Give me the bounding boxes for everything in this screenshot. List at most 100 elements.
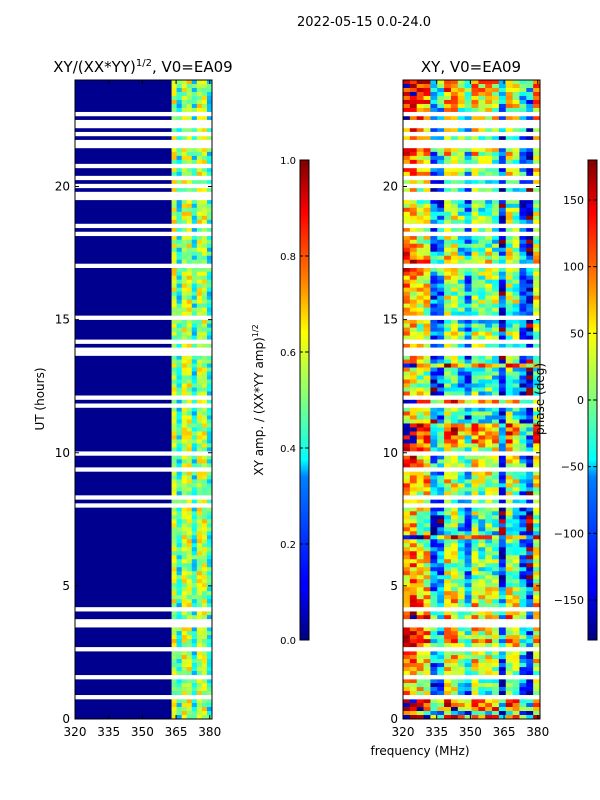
- left-heatmap-cell: [186, 399, 193, 404]
- right-heatmap-cell: [444, 583, 452, 588]
- amplitude-colorbar-ticks: 0.00.20.40.60.81.0: [280, 156, 309, 647]
- left-heatmap-cell: [191, 259, 198, 265]
- right-flagged-row: [403, 143, 540, 149]
- right-heatmap-cell: [492, 87, 500, 93]
- right-heatmap-cell: [403, 531, 411, 536]
- right-heatmap-cell: [416, 551, 424, 556]
- right-heatmap-cell: [505, 423, 513, 428]
- right-heatmap-cell: [416, 211, 424, 217]
- right-heatmap-cell: [505, 679, 513, 684]
- right-heatmap-cell: [492, 355, 500, 360]
- left-heatmap-cell: [171, 343, 177, 348]
- left-heatmap-cell: [181, 527, 188, 532]
- amplitude-colorbar-tick-label: 0.6: [280, 348, 296, 359]
- right-heatmap-cell: [464, 383, 472, 388]
- left-heatmap-cell: [201, 603, 208, 608]
- left-flagged-row: [75, 131, 212, 137]
- left-heatmap-cell: [196, 399, 203, 404]
- left-heatmap-cell: [191, 407, 198, 412]
- right-heatmap-cell: [450, 703, 459, 708]
- left-heatmap-cell: [191, 107, 198, 113]
- left-heatmap-cell: [176, 463, 182, 468]
- right-heatmap-cell: [498, 687, 507, 692]
- left-heatmap-cell: [176, 167, 182, 173]
- right-heatmap-cell: [457, 155, 465, 161]
- right-heatmap-cell: [464, 155, 472, 161]
- left-heatmap-cell: [186, 275, 193, 280]
- right-heatmap-cell: [423, 251, 431, 257]
- right-heatmap-cell: [430, 243, 438, 249]
- left-heatmap-cell: [176, 547, 182, 552]
- right-heatmap-cell: [403, 455, 411, 460]
- right-heatmap-cell: [416, 427, 424, 432]
- left-heatmap-cell: [206, 399, 213, 404]
- right-heatmap-cell: [403, 463, 411, 468]
- right-heatmap-cell: [416, 559, 424, 564]
- right-heatmap-cell: [430, 151, 438, 157]
- right-heatmap-cell: [409, 387, 417, 392]
- right-heatmap-cell: [498, 663, 507, 668]
- left-heatmap-cell: [201, 151, 208, 157]
- left-heatmap-cell: [201, 323, 208, 328]
- right-heatmap-cell: [409, 323, 417, 328]
- right-heatmap-cell: [519, 311, 527, 316]
- right-heatmap-cell: [464, 611, 472, 616]
- right-heatmap-cell: [450, 679, 459, 684]
- right-heatmap-cell: [519, 219, 527, 225]
- right-heatmap-cell: [437, 243, 445, 249]
- right-heatmap-cell: [464, 83, 472, 89]
- right-heatmap-cell: [430, 519, 438, 524]
- right-heatmap-cell: [512, 275, 520, 280]
- left-flagged-row: [75, 119, 212, 125]
- right-heatmap-cell: [492, 239, 500, 245]
- right-heatmap-cell: [409, 435, 417, 440]
- right-heatmap-cell: [471, 487, 479, 492]
- right-heatmap-cell: [526, 387, 534, 392]
- right-heatmap-cell: [485, 519, 493, 524]
- right-heatmap-cell: [416, 171, 424, 177]
- right-heatmap-cell: [498, 251, 507, 257]
- right-heatmap-cell: [444, 247, 452, 253]
- left-heatmap-cell: [206, 291, 213, 296]
- right-heatmap-cell: [464, 203, 472, 209]
- right-heatmap-cell: [464, 167, 472, 173]
- left-heatmap-cell: [181, 271, 188, 276]
- left-heatmap-cell: [196, 211, 203, 217]
- right-heatmap-cell: [430, 299, 438, 304]
- right-heatmap-cell: [437, 523, 445, 528]
- left-heatmap-cell: [171, 483, 177, 488]
- right-heatmap-cell: [512, 167, 520, 173]
- right-heatmap-cell: [416, 691, 424, 696]
- right-heatmap-cell: [409, 559, 417, 564]
- left-heatmap: [75, 80, 213, 720]
- right-heatmap-cell: [457, 363, 465, 368]
- left-heatmap-cell: [196, 335, 203, 340]
- right-heatmap-cell: [409, 80, 417, 85]
- left-heatmap-cell: [191, 715, 198, 720]
- right-heatmap-cell: [533, 147, 541, 153]
- left-heatmap-cell: [176, 259, 182, 265]
- left-heatmap-cell: [181, 107, 188, 113]
- right-heatmap-cell: [430, 355, 438, 360]
- right-heatmap-cell: [512, 455, 520, 460]
- left-heatmap-cell: [206, 599, 213, 604]
- right-heatmap-cell: [519, 519, 527, 524]
- left-heatmap-cell: [206, 583, 213, 588]
- right-heatmap-cell: [478, 703, 486, 708]
- right-heatmap-cell: [430, 343, 438, 348]
- right-heatmap-cell: [403, 135, 411, 141]
- right-heatmap-cell: [450, 531, 459, 536]
- right-heatmap-cell: [526, 555, 534, 560]
- right-heatmap-cell: [430, 611, 438, 616]
- left-heatmap-cell: [186, 303, 193, 308]
- right-heatmap-cell: [423, 471, 431, 476]
- left-heatmap-cell: [201, 295, 208, 300]
- right-heatmap-cell: [492, 247, 500, 253]
- right-heatmap-cell: [505, 359, 513, 364]
- right-flagged-row: [403, 183, 540, 189]
- left-heatmap-cell: [201, 415, 208, 420]
- right-heatmap-cell: [519, 271, 527, 276]
- right-heatmap-cell: [533, 431, 541, 436]
- right-heatmap-cell: [512, 371, 520, 376]
- left-heatmap-cell: [176, 707, 182, 712]
